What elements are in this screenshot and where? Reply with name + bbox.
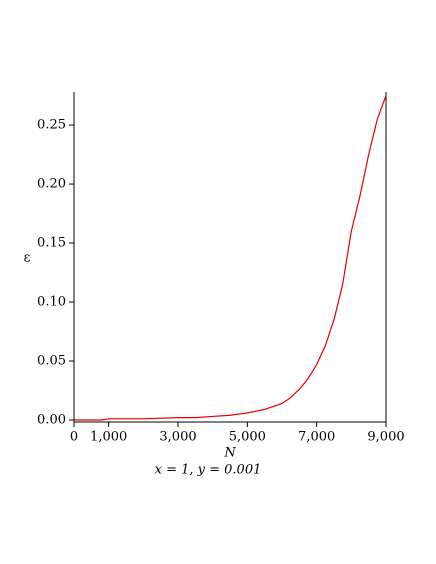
x-tick-label: 0 xyxy=(70,430,78,445)
y-tick-label: 0.15 xyxy=(37,236,66,251)
y-tick-label: 0.05 xyxy=(37,354,66,369)
subtitle: x = 1, y = 0.001 xyxy=(155,463,262,478)
x-tick-label: 3,000 xyxy=(159,430,196,445)
y-axis-label: ε xyxy=(24,251,31,266)
line-series xyxy=(74,95,387,421)
x-axis-label: N xyxy=(223,446,236,461)
x-tick-label: 9,000 xyxy=(367,430,404,445)
y-tick-label: 0.20 xyxy=(37,177,66,192)
x-tick-label: 5,000 xyxy=(229,430,266,445)
x-tick-label: 1,000 xyxy=(90,430,127,445)
x-tick-label: 7,000 xyxy=(298,430,335,445)
y-tick-label: 0.10 xyxy=(37,295,66,310)
y-tick-label: 0.00 xyxy=(37,413,66,428)
y-tick-label: 0.25 xyxy=(37,118,66,133)
